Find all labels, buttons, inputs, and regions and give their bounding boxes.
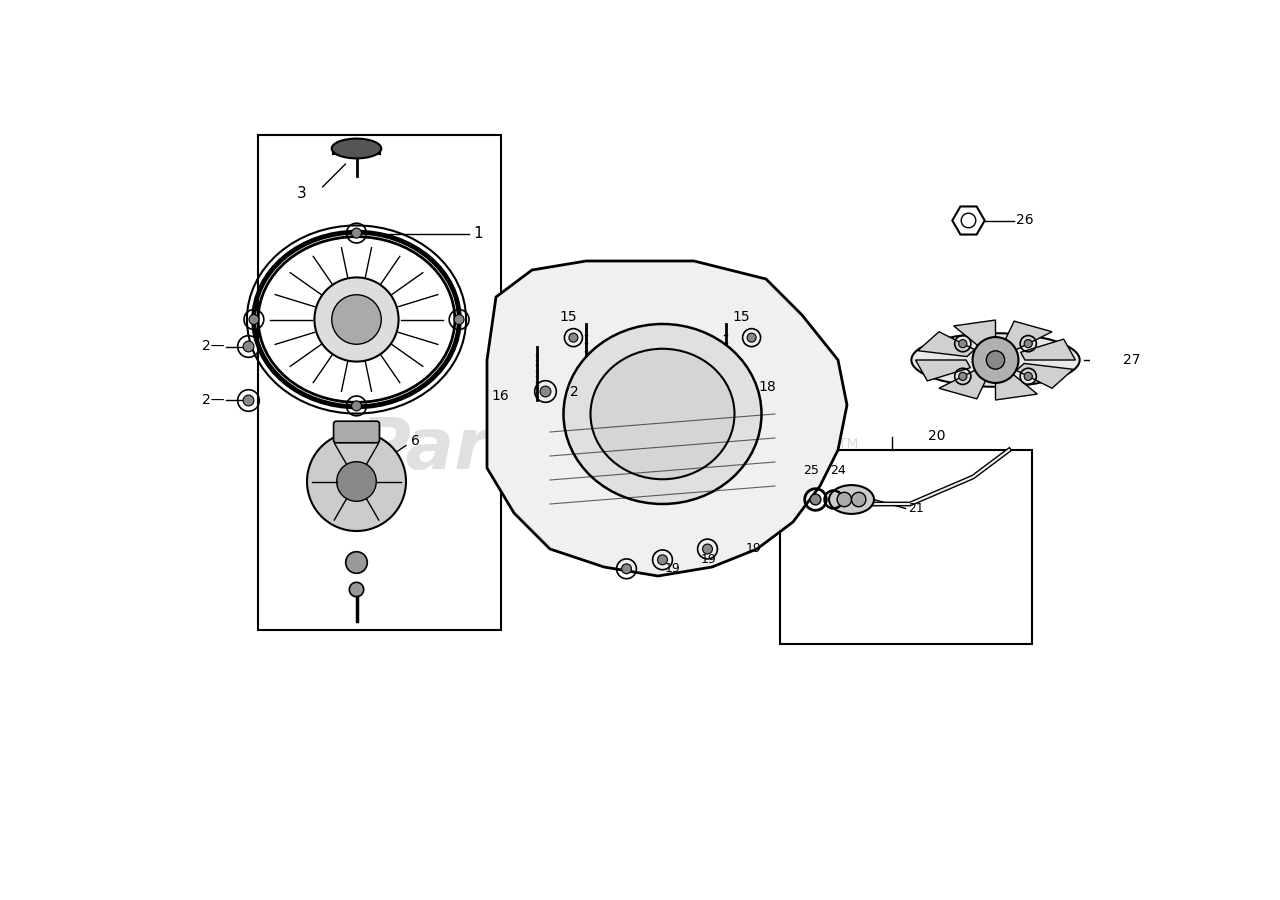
Ellipse shape	[590, 348, 735, 479]
Circle shape	[352, 228, 361, 238]
Polygon shape	[1020, 339, 1075, 360]
Circle shape	[243, 341, 253, 352]
Text: 1: 1	[474, 227, 483, 241]
Circle shape	[851, 492, 865, 507]
Polygon shape	[486, 261, 847, 576]
Circle shape	[987, 351, 1005, 369]
Circle shape	[248, 314, 259, 325]
Circle shape	[748, 333, 756, 342]
Text: 16: 16	[492, 389, 509, 403]
Polygon shape	[1016, 364, 1073, 388]
Text: 21: 21	[909, 502, 924, 515]
Circle shape	[332, 295, 381, 344]
FancyBboxPatch shape	[334, 421, 379, 443]
Polygon shape	[918, 332, 974, 356]
Circle shape	[658, 554, 667, 565]
Circle shape	[837, 492, 851, 507]
Polygon shape	[954, 320, 996, 347]
Text: 20: 20	[928, 429, 946, 444]
Text: 19: 19	[745, 543, 762, 555]
Circle shape	[1024, 373, 1032, 381]
Circle shape	[959, 339, 966, 347]
Text: 19: 19	[664, 562, 680, 575]
Text: 18: 18	[759, 380, 777, 394]
Text: 24: 24	[831, 464, 846, 477]
Circle shape	[540, 386, 550, 397]
Ellipse shape	[332, 139, 381, 158]
Circle shape	[959, 373, 966, 381]
Text: 25: 25	[803, 464, 819, 477]
Circle shape	[1024, 339, 1032, 347]
Text: 6: 6	[411, 434, 420, 448]
Text: 26: 26	[1016, 213, 1034, 228]
Circle shape	[337, 462, 376, 501]
Circle shape	[454, 314, 465, 325]
Circle shape	[243, 395, 253, 406]
Text: 27: 27	[1123, 353, 1140, 367]
Polygon shape	[940, 371, 988, 399]
Ellipse shape	[563, 324, 762, 504]
Text: 2: 2	[570, 384, 579, 399]
Text: 2—: 2—	[202, 393, 224, 408]
Text: TM: TM	[838, 436, 859, 451]
Circle shape	[810, 494, 820, 505]
Text: Parts: Parts	[357, 416, 568, 484]
Circle shape	[346, 552, 367, 573]
Circle shape	[352, 401, 361, 410]
Ellipse shape	[829, 485, 874, 514]
Polygon shape	[1002, 321, 1052, 349]
Circle shape	[349, 582, 364, 597]
Text: 15: 15	[732, 310, 750, 324]
Circle shape	[973, 337, 1019, 383]
Polygon shape	[996, 373, 1037, 400]
Circle shape	[703, 544, 713, 554]
Text: Tree: Tree	[568, 416, 742, 484]
Text: 15: 15	[559, 310, 577, 324]
Circle shape	[307, 432, 406, 531]
Text: 2—: 2—	[202, 339, 224, 354]
Circle shape	[315, 277, 398, 362]
Circle shape	[622, 563, 631, 574]
Ellipse shape	[911, 333, 1079, 387]
Text: 3: 3	[297, 186, 307, 201]
Circle shape	[568, 333, 577, 342]
Polygon shape	[915, 360, 970, 381]
Text: 19: 19	[700, 554, 716, 566]
